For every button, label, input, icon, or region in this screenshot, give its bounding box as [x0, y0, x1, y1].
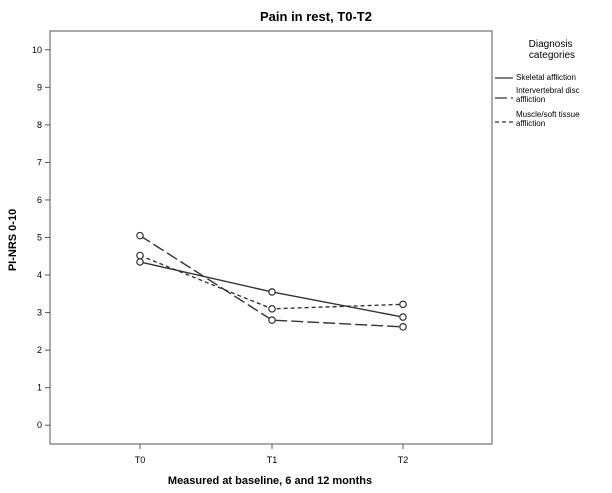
series-3	[136, 251, 407, 313]
y-tick-label: 4	[37, 270, 42, 280]
data-point	[268, 288, 276, 296]
y-tick-label: 6	[37, 195, 42, 205]
data-point	[136, 231, 144, 240]
legend-item: Muscle/soft tissue affliction	[495, 110, 580, 128]
legend-label: Muscle/soft tissue affliction	[516, 110, 580, 128]
legend-label: Intervertebral disc affliction	[516, 86, 580, 104]
data-point	[136, 251, 144, 260]
plot-area	[49, 30, 493, 445]
legend-label: Skeletal affliction	[516, 73, 576, 82]
data-point	[399, 313, 407, 321]
y-axis-label: PI-NRS 0-10	[7, 209, 19, 271]
data-point	[268, 316, 276, 324]
y-tick-label: 2	[37, 345, 42, 355]
y-axis: 0 1 2 3 4 5 6 7 8 9 10	[32, 45, 50, 430]
chart-title: Pain in rest, T0-T2	[260, 9, 372, 24]
y-tick-label: 7	[37, 157, 42, 167]
y-tick-label: 1	[37, 383, 42, 393]
series-layer	[136, 231, 407, 331]
legend: Diagnosis categories Skeletal affliction…	[495, 39, 580, 128]
legend-item: Skeletal affliction	[495, 73, 576, 82]
y-tick-label: 3	[37, 308, 42, 318]
series-line	[139, 235, 404, 328]
y-tick-label: 5	[37, 233, 42, 243]
y-tick-label: 10	[32, 45, 42, 55]
x-tick-label: T1	[267, 455, 278, 465]
x-axis: T0 T1 T2	[135, 444, 409, 465]
data-point	[399, 300, 407, 309]
x-tick-label: T2	[398, 455, 409, 465]
data-point	[399, 323, 407, 331]
series-2	[136, 231, 407, 331]
x-tick-label: T0	[135, 455, 146, 465]
y-tick-label: 9	[37, 82, 42, 92]
legend-item: Intervertebral disc affliction	[495, 86, 580, 104]
data-point	[136, 258, 144, 266]
y-tick-label: 8	[37, 120, 42, 130]
data-point	[268, 305, 276, 313]
y-tick-label: 0	[37, 420, 42, 430]
x-axis-label: Measured at baseline, 6 and 12 months	[168, 475, 372, 487]
legend-title: Diagnosis categories	[529, 39, 576, 61]
